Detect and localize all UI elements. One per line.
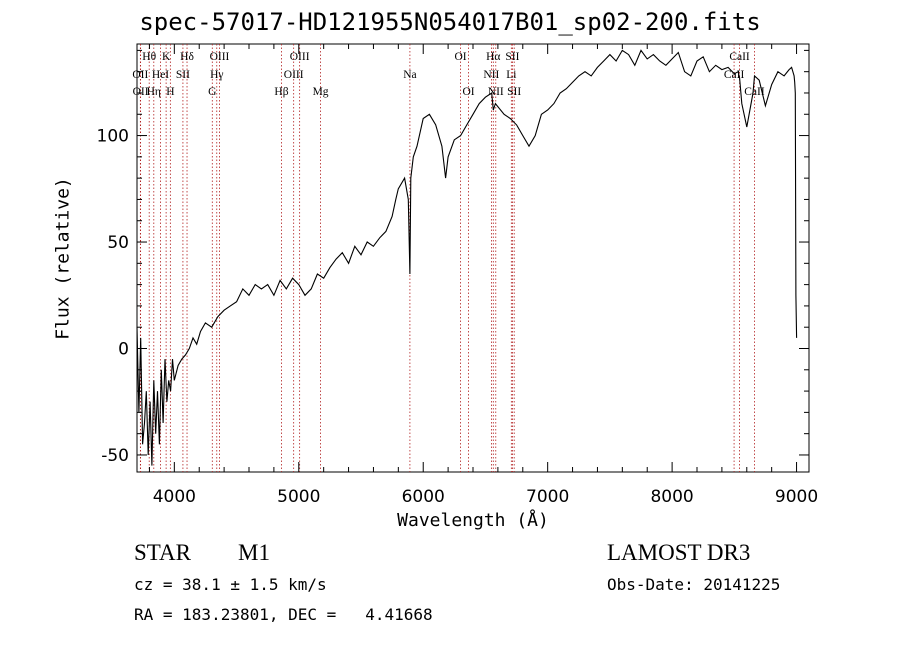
x-tick-label: 5000 xyxy=(277,487,320,507)
survey-name: LAMOST DR3 xyxy=(607,540,751,565)
spectral-line-label: CaII xyxy=(724,69,745,81)
object-subclass: M1 xyxy=(238,540,270,565)
spectral-line-label: OII xyxy=(133,86,149,98)
coordinates: RA = 183.23801, DEC = 4.41668 xyxy=(134,605,433,624)
spectral-line-label: Hα xyxy=(486,51,500,63)
spectral-line-label: H xyxy=(166,86,174,98)
x-axis-label: Wavelength (Å) xyxy=(397,510,549,531)
y-axis-label: Flux (relative) xyxy=(52,177,74,340)
x-tick-label: 6000 xyxy=(402,487,445,507)
y-tick-label: -50 xyxy=(101,446,129,466)
object-class: STAR xyxy=(134,540,191,565)
spectral-line-label: Mg xyxy=(313,86,329,98)
spectral-line-label: OIII xyxy=(284,69,304,81)
spectral-line-markers xyxy=(139,44,755,472)
spectral-line-label: OII xyxy=(132,69,148,81)
spectral-line-label: Hη xyxy=(147,86,161,98)
spectral-line-label: Hβ xyxy=(274,86,288,98)
spectral-line-label: SII xyxy=(176,69,190,81)
spectral-line-label: Hδ xyxy=(180,51,194,63)
x-tick-label: 4000 xyxy=(153,487,196,507)
spectral-line-label: K xyxy=(162,51,171,63)
x-axis-ticks: 4000 5000 6000 7000 8000 9000 xyxy=(148,44,818,507)
spectral-line-label: CaII xyxy=(729,51,750,63)
spectral-line-label: Hθ xyxy=(142,51,156,63)
spectral-line-label: Hγ xyxy=(210,69,223,81)
spectral-line-label: OIII xyxy=(290,51,310,63)
spectral-line-label: SII xyxy=(505,51,519,63)
y-tick-label: 0 xyxy=(118,339,129,359)
x-tick-label: 8000 xyxy=(650,487,693,507)
y-tick-label: 100 xyxy=(97,127,129,147)
plot-frame xyxy=(136,43,810,473)
spectral-line-label: OIII xyxy=(210,51,230,63)
spectral-line-label: NII xyxy=(488,86,504,98)
spectral-line-label: Na xyxy=(403,69,416,81)
observation-date: Obs-Date: 20141225 xyxy=(607,575,781,594)
spectral-line-label: SII xyxy=(507,86,521,98)
spectral-line-label: G xyxy=(208,86,216,98)
spectral-line-label: OI xyxy=(454,51,466,63)
x-tick-label: 9000 xyxy=(775,487,818,507)
x-tick-label: 7000 xyxy=(526,487,569,507)
redshift-cz: cz = 38.1 ± 1.5 km/s xyxy=(134,575,327,594)
spectral-line-labels: HθOIIOIIHηHeIKHSIIHδGOIIIHγHβOIIIOIIIMgN… xyxy=(132,51,765,98)
y-axis-ticks: -50 0 50 100 xyxy=(97,49,809,466)
spectral-line-label: HeI xyxy=(152,69,169,81)
spectral-line-label: NII xyxy=(483,69,499,81)
spectral-line-label: Li xyxy=(506,69,516,81)
spectrum-series-line xyxy=(136,49,798,466)
spectral-line-label: OI xyxy=(462,86,474,98)
spectral-line-label: CaII xyxy=(744,86,765,98)
chart-title: spec-57017-HD121955N054017B01_sp02-200.f… xyxy=(139,8,761,36)
y-tick-label: 50 xyxy=(107,233,129,253)
